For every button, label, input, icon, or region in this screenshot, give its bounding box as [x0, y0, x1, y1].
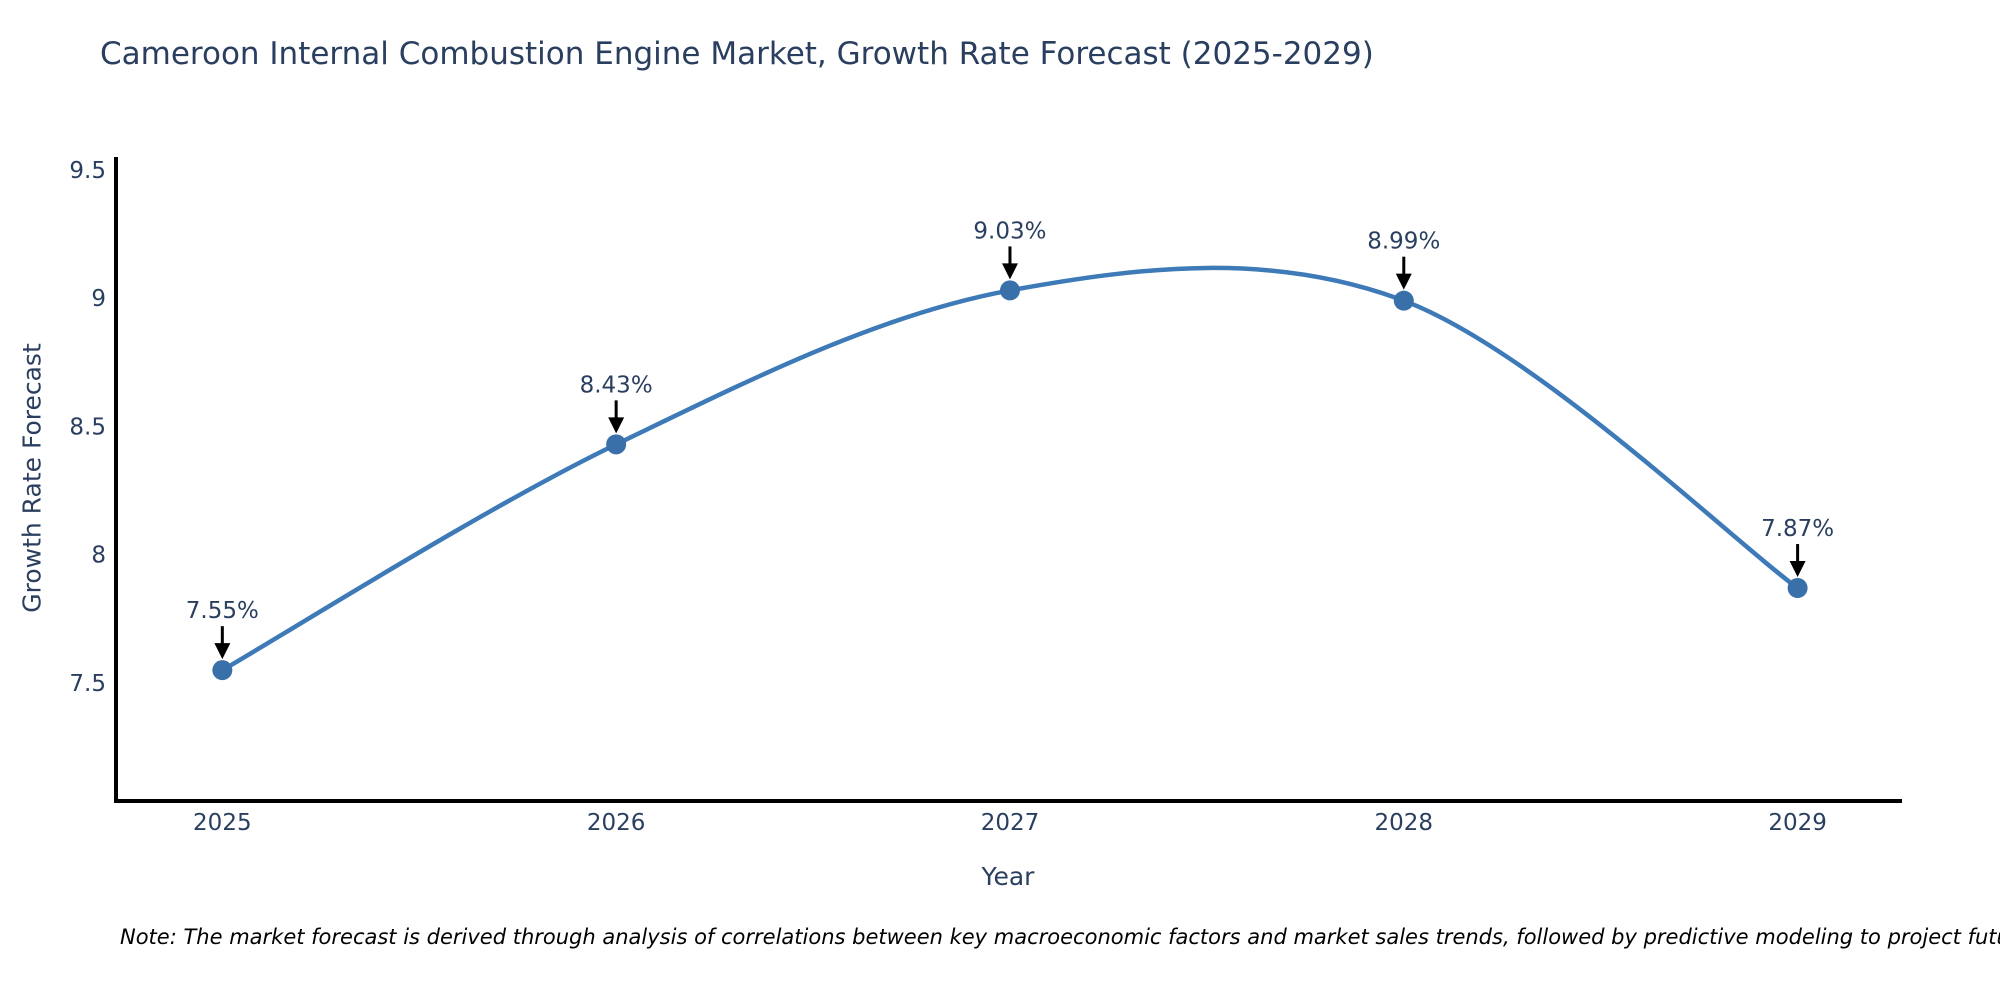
y-tick-label: 7.5: [69, 671, 106, 697]
footnote: Note: The market forecast is derived thr…: [120, 925, 2000, 949]
x-axis-title: Year: [981, 862, 1035, 891]
annotation-arrow-head: [608, 417, 625, 434]
chart-title: Cameroon Internal Combustion Engine Mark…: [100, 36, 1374, 72]
data-point-label: 8.43%: [580, 372, 653, 398]
y-tick-label: 9.5: [69, 158, 106, 184]
annotation-arrow-head: [1789, 561, 1806, 578]
data-point-marker: [212, 660, 233, 681]
forecast-line: [220, 265, 1800, 673]
data-point-label: 8.99%: [1367, 229, 1440, 255]
x-axis-spine: [114, 799, 1902, 803]
data-point-label: 9.03%: [973, 218, 1046, 244]
annotation-arrow-head: [1395, 273, 1412, 290]
y-axis-title: Growth Rate Forecast: [17, 343, 47, 613]
annotation-arrow-head: [1001, 263, 1018, 280]
y-tick-label: 8.5: [69, 414, 106, 440]
x-tick-label: 2025: [193, 810, 252, 836]
data-point-label: 7.55%: [186, 598, 259, 624]
annotation-arrow-head: [214, 643, 231, 660]
data-point-label: 7.87%: [1761, 516, 1834, 542]
x-tick-label: 2026: [587, 810, 646, 836]
data-point-marker: [1393, 290, 1414, 311]
x-tick-label: 2027: [981, 810, 1040, 836]
y-tick-label: 8: [91, 543, 106, 569]
x-tick-label: 2028: [1375, 810, 1434, 836]
data-point-marker: [1787, 578, 1808, 599]
x-tick-label: 2029: [1768, 810, 1827, 836]
data-point-marker: [999, 280, 1020, 301]
y-axis-spine: [114, 157, 118, 803]
data-point-marker: [606, 434, 627, 455]
y-tick-label: 9: [91, 286, 106, 312]
